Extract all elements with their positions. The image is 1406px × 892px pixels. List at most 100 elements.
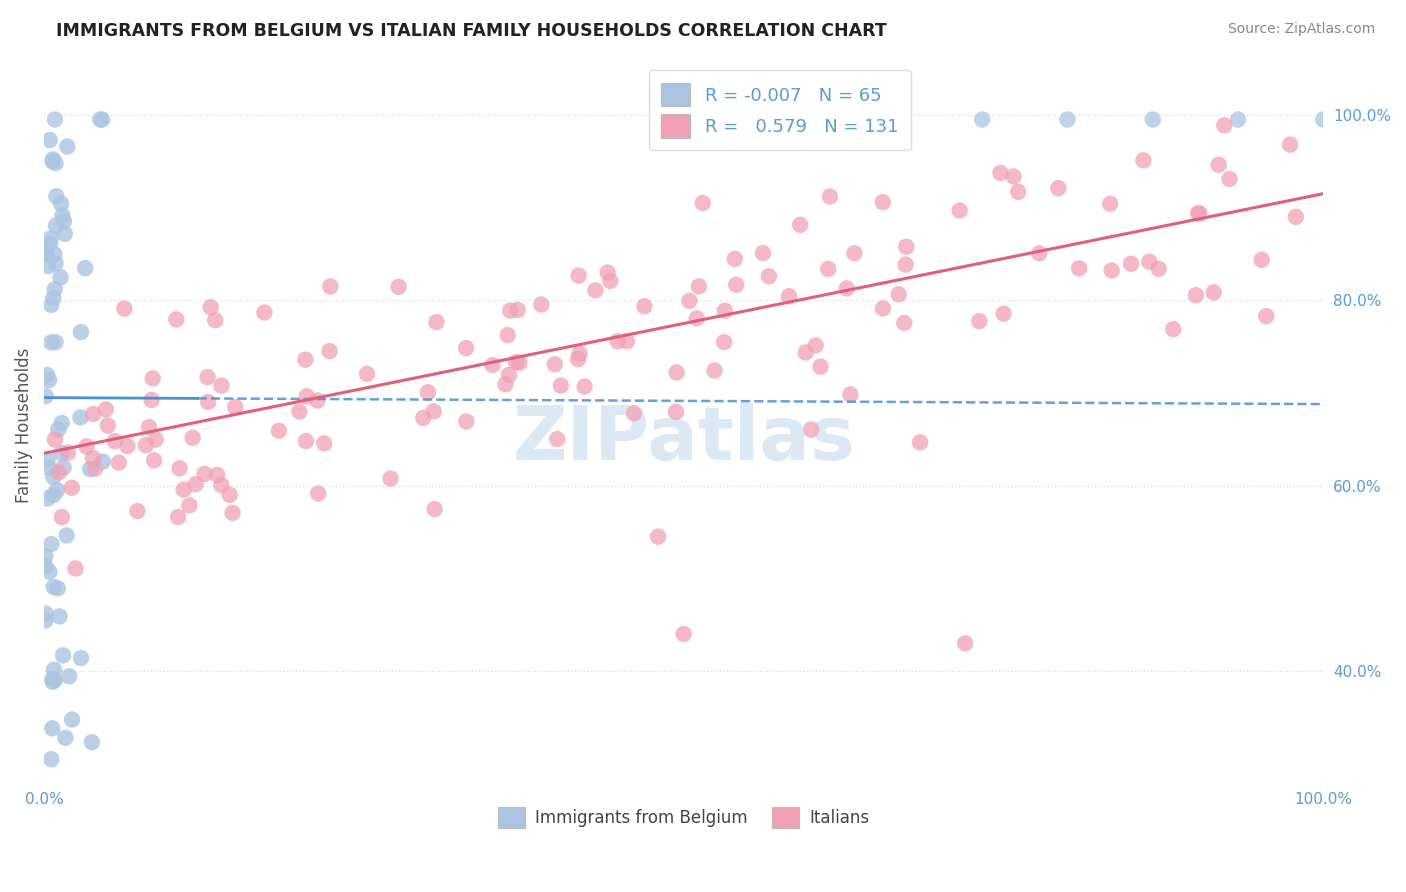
Point <box>530 297 553 311</box>
Point <box>692 196 714 211</box>
Point <box>686 311 709 326</box>
Point <box>380 471 402 485</box>
Point <box>416 385 439 400</box>
Point <box>388 280 411 294</box>
Point <box>1227 112 1250 127</box>
Point <box>44 256 66 270</box>
Point <box>117 439 139 453</box>
Point <box>224 400 246 414</box>
Point <box>789 218 811 232</box>
Point <box>197 395 219 409</box>
Point <box>41 154 63 169</box>
Point <box>104 434 127 449</box>
Point <box>37 491 59 506</box>
Point <box>835 281 858 295</box>
Point <box>49 196 72 211</box>
Point <box>42 488 65 502</box>
Point <box>665 405 688 419</box>
Point <box>84 462 107 476</box>
Point <box>495 377 517 392</box>
Point <box>616 334 638 349</box>
Point <box>356 367 378 381</box>
Point <box>481 358 503 372</box>
Point <box>211 378 233 392</box>
Point <box>456 415 478 429</box>
Point <box>165 312 187 326</box>
Point <box>623 406 645 420</box>
Point <box>42 291 65 305</box>
Point <box>184 477 207 491</box>
Point <box>52 214 75 228</box>
Y-axis label: Family Households: Family Households <box>15 348 32 503</box>
Point <box>295 389 318 403</box>
Point <box>800 112 823 127</box>
Point <box>1208 158 1230 172</box>
Point <box>41 721 63 735</box>
Point <box>60 713 83 727</box>
Point <box>51 209 73 223</box>
Point <box>499 303 522 318</box>
Point <box>44 673 66 687</box>
Point <box>179 499 201 513</box>
Point <box>142 371 165 385</box>
Point <box>51 446 73 460</box>
Point <box>724 252 747 266</box>
Point <box>46 423 69 437</box>
Point <box>70 651 93 665</box>
Point <box>295 434 318 449</box>
Point <box>221 506 243 520</box>
Point <box>51 416 73 430</box>
Legend: Immigrants from Belgium, Italians: Immigrants from Belgium, Italians <box>492 800 876 835</box>
Point <box>41 537 63 551</box>
Point <box>568 268 591 283</box>
Point <box>872 195 894 210</box>
Point <box>34 549 56 564</box>
Point <box>38 236 60 251</box>
Point <box>108 456 131 470</box>
Point <box>1007 185 1029 199</box>
Point <box>141 392 163 407</box>
Point <box>44 282 66 296</box>
Point <box>1256 310 1278 324</box>
Point <box>896 240 918 254</box>
Point <box>39 231 62 245</box>
Point <box>886 112 908 127</box>
Point <box>34 607 56 621</box>
Point <box>872 301 894 316</box>
Point <box>44 156 66 170</box>
Point <box>949 203 972 218</box>
Point <box>167 510 190 524</box>
Point <box>817 262 839 277</box>
Point <box>89 112 111 127</box>
Point <box>506 302 529 317</box>
Point <box>508 356 530 370</box>
Point <box>253 305 276 319</box>
Point <box>70 325 93 339</box>
Point <box>887 287 910 301</box>
Point <box>143 453 166 467</box>
Point <box>1137 254 1160 268</box>
Point <box>725 277 748 292</box>
Point <box>288 404 311 418</box>
Point <box>46 483 69 498</box>
Point <box>41 674 63 689</box>
Point <box>1188 206 1211 220</box>
Point <box>38 373 60 387</box>
Point <box>794 345 817 359</box>
Point <box>1142 112 1164 127</box>
Point <box>34 247 56 261</box>
Point <box>197 370 219 384</box>
Point <box>34 389 56 403</box>
Point <box>97 418 120 433</box>
Point <box>53 227 76 241</box>
Point <box>218 488 240 502</box>
Point <box>544 357 567 371</box>
Point <box>44 433 66 447</box>
Point <box>39 298 62 312</box>
Point <box>318 344 340 359</box>
Point <box>34 614 56 628</box>
Point <box>37 259 59 273</box>
Point <box>37 452 59 467</box>
Point <box>1187 206 1209 220</box>
Point <box>596 265 619 279</box>
